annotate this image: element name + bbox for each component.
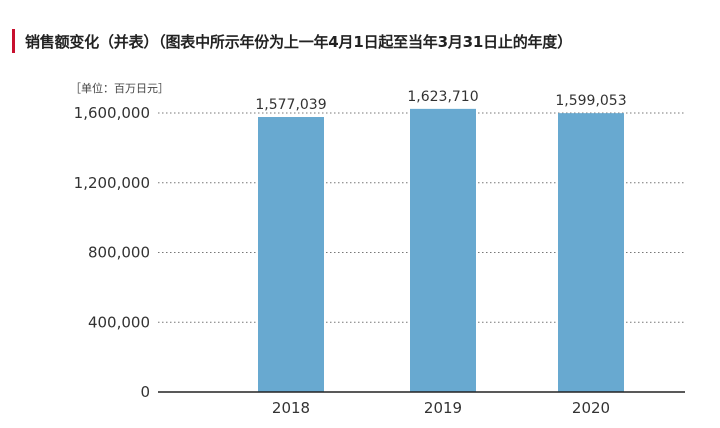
bar-value-label: 1,577,039 — [255, 97, 326, 113]
unit-label: ［单位：百万日元］ — [70, 82, 169, 95]
chart-title: 销售额变化（并表）（图表中所示年份为上一年4月1日起至当年3月31日止的年度） — [25, 33, 572, 51]
x-tick-label: 2019 — [424, 399, 462, 417]
title-accent-bar — [12, 29, 15, 53]
x-tick-label: 2018 — [272, 399, 310, 417]
y-tick-label: 1,600,000 — [74, 104, 150, 122]
bar-value-label: 1,623,710 — [407, 89, 478, 105]
watermark: 知乎 @委维 — [622, 398, 708, 417]
bar — [410, 108, 476, 392]
bar-value-label: 1,599,053 — [555, 93, 626, 109]
y-tick-label: 0 — [140, 383, 150, 401]
y-tick-label: 400,000 — [88, 313, 150, 331]
bar — [558, 113, 624, 392]
y-tick-label: 800,000 — [88, 244, 150, 262]
bar — [258, 117, 324, 393]
x-tick-label: 2020 — [572, 399, 610, 417]
y-tick-label: 1,200,000 — [74, 174, 150, 192]
